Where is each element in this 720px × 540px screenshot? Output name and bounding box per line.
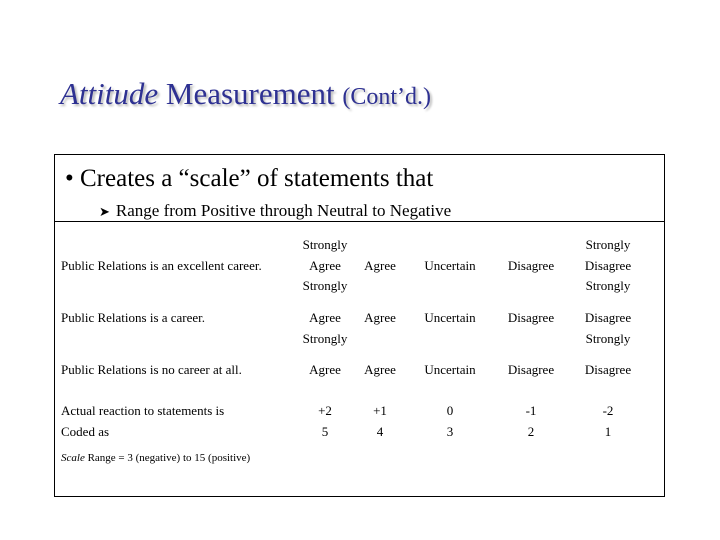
scale-note: Scale Range = 3 (negative) to 15 (positi… [61, 451, 250, 465]
statement-label: Public Relations is no career at all. [61, 360, 242, 381]
cell-line: Strongly [302, 278, 348, 293]
cell-line: 2 [527, 423, 535, 439]
rating-cell: Agree [360, 256, 400, 277]
rating-cell: Disagree [575, 360, 641, 381]
rating-cell: Disagree [501, 308, 561, 329]
cell-line: Disagree [507, 362, 555, 377]
code-cell: +2 5 [299, 401, 351, 442]
cell-line: -2 [602, 403, 614, 418]
cell-line: 4 [376, 423, 384, 439]
cell-line: Strongly [585, 330, 631, 346]
label-line: Public Relations is an excellent career. [61, 258, 262, 273]
cell-line: -1 [525, 403, 537, 418]
label-line: Public Relations is no career at all. [61, 362, 242, 377]
cell-line: Agree [364, 258, 396, 273]
cell-line: Disagree [507, 258, 555, 273]
cell-line: Agree [309, 257, 341, 273]
cell-line: Strongly [585, 237, 631, 252]
cell-line: Agree [309, 362, 341, 377]
cell-line: +1 [373, 403, 387, 418]
cell-line: Agree [309, 310, 341, 325]
cell-line: Disagree [507, 310, 555, 325]
slide-title: Attitude Measurement (Cont’d.) [60, 76, 431, 112]
scale-word: Scale [61, 452, 85, 464]
scale-range: Range = 3 (negative) to 15 (positive) [84, 452, 251, 464]
rating-cell: Agree [299, 360, 351, 381]
label-line: Public Relations is a career. [61, 310, 206, 325]
label-line: Coded as [61, 423, 110, 439]
rating-cell: Disagree [501, 256, 561, 277]
cell-line: 1 [604, 423, 612, 439]
statement-label: Actual reaction to statements is Coded a… [61, 401, 224, 442]
sub-bullet: ➤ Range from Positive through Neutral to … [99, 201, 451, 221]
cell-line: Uncertain [424, 258, 476, 273]
content-box: • Creates a “scale” of statements that ➤… [54, 154, 665, 497]
statement-label: Public Relations is an excellent career. [61, 256, 262, 277]
statement-label: Public Relations is a career. [61, 308, 205, 329]
cell-line: Strongly [302, 237, 348, 252]
rating-cell: Strongly Agree Strongly [299, 235, 351, 297]
title-suffix: (Cont’d.) [342, 84, 432, 110]
rating-cell: Agree [360, 360, 400, 381]
cell-line: Uncertain [424, 362, 476, 377]
cell-line: Strongly [585, 278, 631, 293]
rating-cell: Strongly Disagree Strongly [575, 235, 641, 297]
code-cell: -2 1 [575, 401, 641, 442]
rating-cell: Agree [360, 308, 400, 329]
cell-line: 5 [321, 423, 329, 439]
cell-line: 0 [446, 403, 454, 418]
code-cell: +1 4 [360, 401, 400, 442]
divider-line [55, 221, 664, 222]
code-cell: -1 2 [501, 401, 561, 442]
label-line: Actual reaction to statements is [61, 403, 225, 418]
rating-cell: Agree Strongly [299, 308, 351, 349]
title-main: Measurement [165, 76, 335, 111]
cell-line: Agree [364, 362, 396, 377]
cell-line: Agree [364, 310, 396, 325]
cell-line: Disagree [584, 362, 632, 377]
rating-cell: Uncertain [420, 256, 480, 277]
cell-line: Disagree [584, 257, 632, 273]
rating-cell: Disagree [501, 360, 561, 381]
arrow-bullet-icon: ➤ [99, 205, 110, 220]
rating-cell: Uncertain [420, 360, 480, 381]
code-cell: 0 3 [420, 401, 480, 442]
cell-line: Strongly [302, 330, 348, 346]
cell-line: +2 [318, 403, 332, 418]
cell-line: Uncertain [424, 310, 476, 325]
cell-line: 3 [446, 423, 454, 439]
rating-cell: Disagree Strongly [575, 308, 641, 349]
title-emphasis: Attitude [60, 76, 159, 111]
rating-cell: Uncertain [420, 308, 480, 329]
cell-line: Disagree [584, 310, 632, 325]
sub-bullet-text: Range from Positive through Neutral to N… [115, 201, 452, 220]
main-bullet: • Creates a “scale” of statements that [65, 165, 434, 192]
